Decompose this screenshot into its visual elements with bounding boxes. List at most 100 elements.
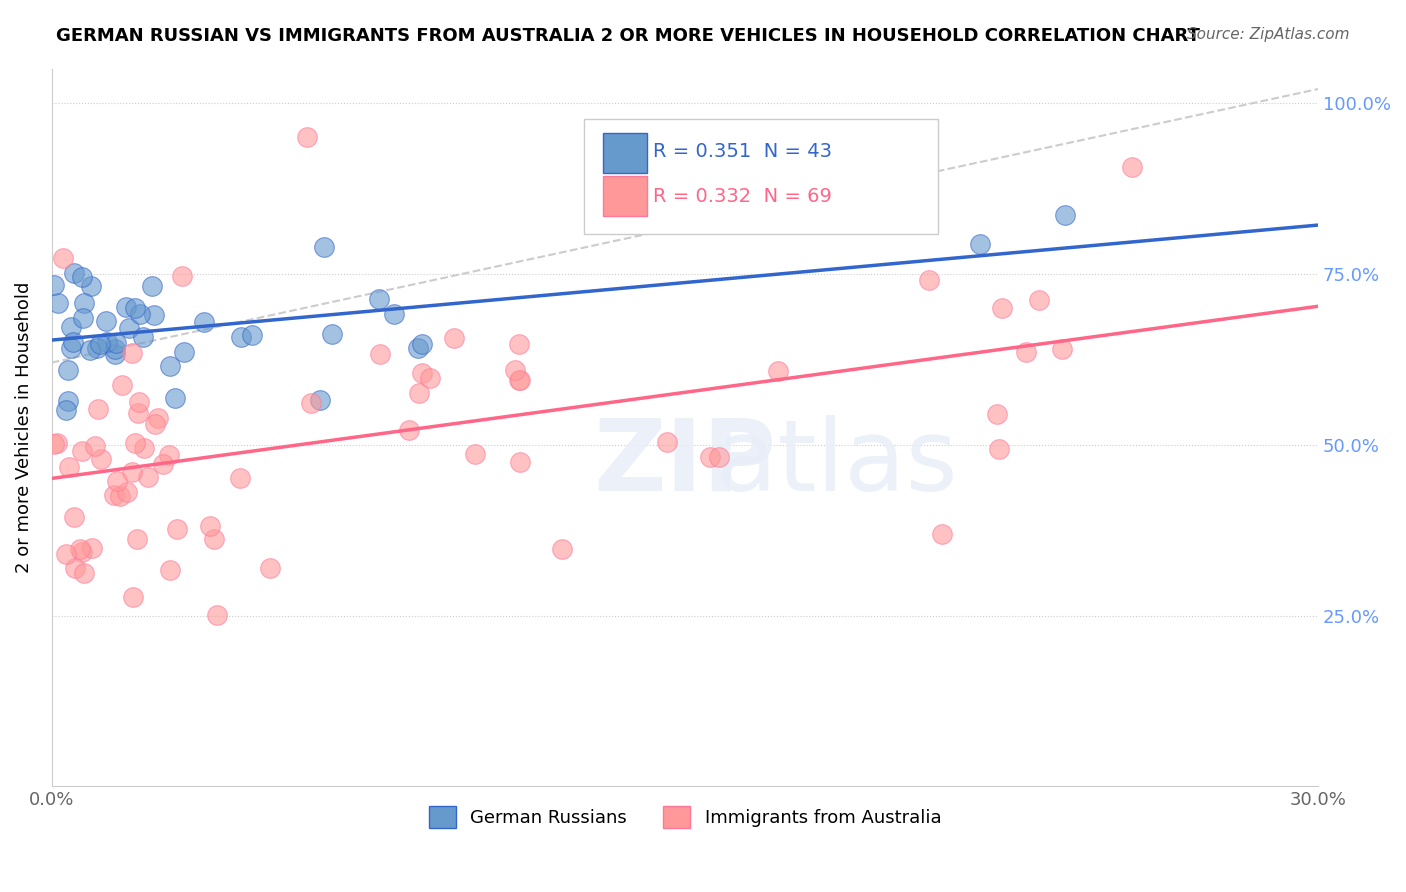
Text: atlas: atlas <box>716 415 957 512</box>
Point <box>69 541 91 556</box>
Point <box>200 519 222 533</box>
Point <box>398 423 420 437</box>
Point <box>1014 344 1036 359</box>
Point <box>122 590 145 604</box>
Point <box>125 532 148 546</box>
Point <box>969 237 991 252</box>
Point <box>655 435 678 450</box>
Point <box>295 129 318 144</box>
Point <box>509 373 531 387</box>
Point <box>103 488 125 502</box>
FancyBboxPatch shape <box>603 133 647 173</box>
Point <box>118 320 141 334</box>
Point <box>86 341 108 355</box>
Point <box>987 442 1010 456</box>
Point <box>52 252 75 266</box>
Point <box>72 310 94 325</box>
Point <box>1053 208 1076 222</box>
Point <box>551 542 574 557</box>
Point <box>382 307 405 321</box>
Text: GERMAN RUSSIAN VS IMMIGRANTS FROM AUSTRALIA 2 OR MORE VEHICLES IN HOUSEHOLD CORR: GERMAN RUSSIAN VS IMMIGRANTS FROM AUSTRA… <box>56 27 1201 45</box>
Point <box>229 330 252 344</box>
FancyBboxPatch shape <box>603 177 647 216</box>
Point <box>96 335 118 350</box>
Point <box>159 563 181 577</box>
Point <box>58 394 80 409</box>
Point <box>508 337 530 351</box>
Point <box>63 509 86 524</box>
Point <box>105 474 128 488</box>
Point <box>63 266 86 280</box>
Point <box>1052 342 1074 356</box>
Point <box>70 444 93 458</box>
Point <box>766 364 789 378</box>
Point <box>42 277 65 292</box>
Point <box>65 561 87 575</box>
Point <box>299 395 322 409</box>
Point <box>411 366 433 380</box>
Point <box>58 459 80 474</box>
Point <box>72 269 94 284</box>
Point <box>62 334 84 349</box>
Point <box>170 269 193 284</box>
Point <box>166 522 188 536</box>
Point <box>505 362 527 376</box>
Point <box>108 489 131 503</box>
Point <box>159 359 181 374</box>
Point <box>128 307 150 321</box>
Point <box>115 484 138 499</box>
Point <box>94 314 117 328</box>
Point <box>82 541 104 556</box>
Point <box>312 240 335 254</box>
Point <box>193 315 215 329</box>
Point <box>165 392 187 406</box>
Point <box>991 301 1014 315</box>
Point <box>60 341 83 355</box>
Point <box>146 411 169 425</box>
Point <box>986 407 1008 421</box>
Point <box>157 448 180 462</box>
Point <box>308 392 330 407</box>
Point <box>508 373 530 387</box>
Point <box>73 296 96 310</box>
Point <box>111 378 134 392</box>
Point <box>173 345 195 359</box>
Point <box>406 341 429 355</box>
Point <box>205 607 228 622</box>
Point <box>105 335 128 350</box>
Point <box>127 406 149 420</box>
Point <box>1121 161 1143 175</box>
Point <box>411 336 433 351</box>
Point <box>132 442 155 456</box>
Text: R = 0.332  N = 69: R = 0.332 N = 69 <box>654 186 832 206</box>
Point <box>80 279 103 293</box>
Text: Source: ZipAtlas.com: Source: ZipAtlas.com <box>1187 27 1350 42</box>
Point <box>42 437 65 451</box>
Point <box>259 561 281 575</box>
Point <box>132 329 155 343</box>
Point <box>121 346 143 360</box>
Point <box>918 273 941 287</box>
Point <box>1028 293 1050 307</box>
Point <box>45 435 67 450</box>
Point <box>73 566 96 580</box>
Point <box>84 439 107 453</box>
Point <box>72 545 94 559</box>
Text: R = 0.351  N = 43: R = 0.351 N = 43 <box>654 142 832 161</box>
Point <box>141 279 163 293</box>
Point <box>55 547 77 561</box>
Point <box>368 347 391 361</box>
Point <box>58 362 80 376</box>
Point <box>419 371 441 385</box>
Point <box>55 403 77 417</box>
Point <box>46 295 69 310</box>
Point <box>321 327 343 342</box>
Point <box>229 471 252 485</box>
Point <box>90 452 112 467</box>
FancyBboxPatch shape <box>583 119 938 234</box>
Text: ZIP: ZIP <box>593 415 776 512</box>
Point <box>143 417 166 431</box>
Point <box>121 465 143 479</box>
Point <box>202 532 225 546</box>
Point <box>443 331 465 345</box>
